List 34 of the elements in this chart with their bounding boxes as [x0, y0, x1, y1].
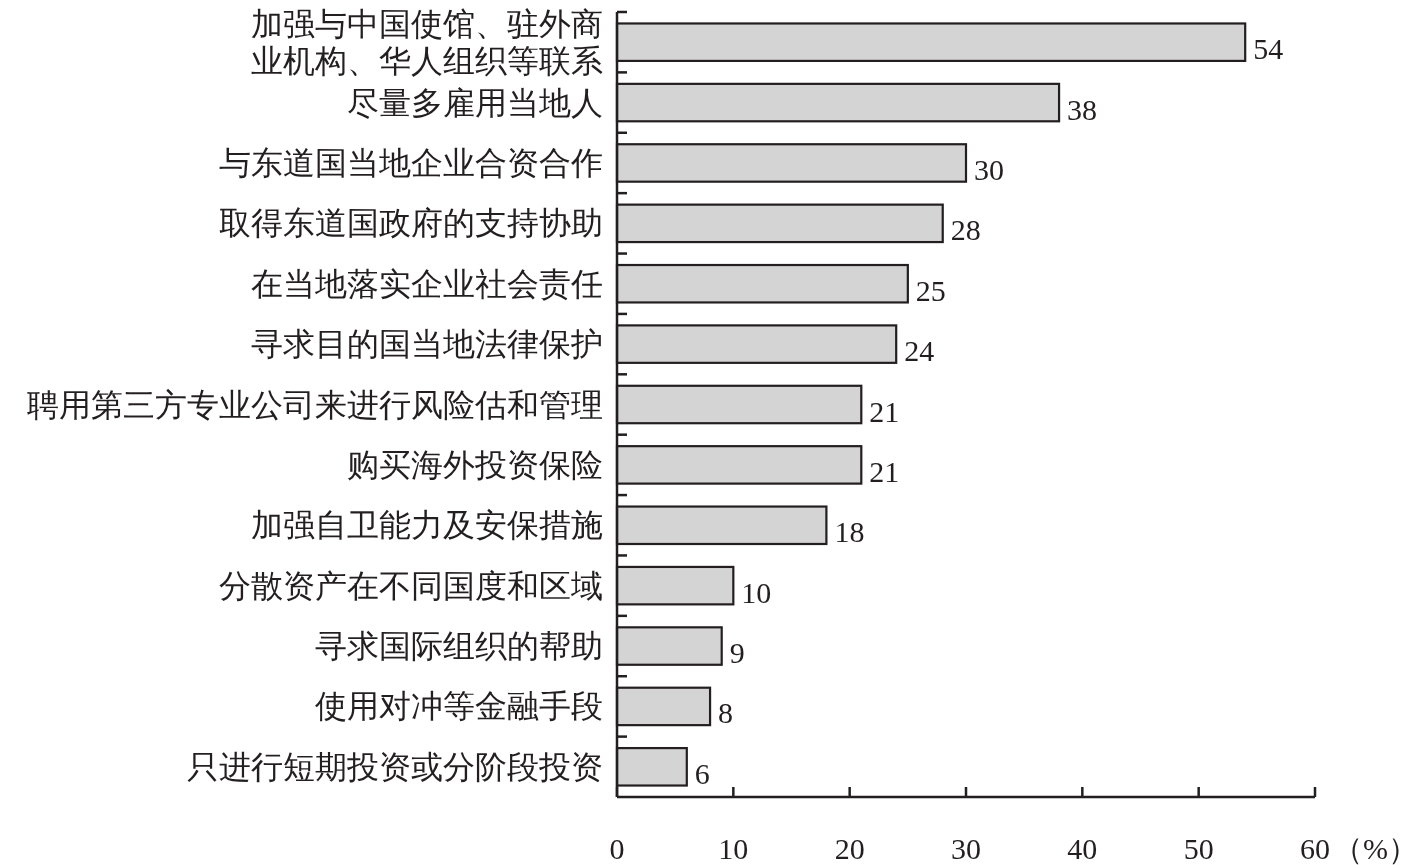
x-tick-label: 50: [1183, 832, 1214, 865]
x-axis-title: （%）: [1333, 832, 1408, 865]
x-tick-label: 10: [718, 832, 749, 865]
y-tick-label: 使用对冲等金融手段: [315, 688, 603, 725]
y-tick-label: 在当地落实企业社会责任: [251, 265, 603, 302]
data-label: 28: [950, 213, 981, 247]
y-tick-label: 加强自卫能力及安保措施: [251, 507, 603, 544]
y-tick-label: 与东道国当地企业合资合作: [219, 144, 603, 181]
data-label: 9: [729, 636, 745, 670]
data-label: 30: [974, 152, 1004, 186]
y-tick-label: 分散资产在不同国度和区域: [219, 567, 603, 604]
x-tick-label: 60: [1300, 832, 1330, 865]
data-label: 24: [904, 334, 935, 368]
y-tick-label: 加强与中国使馆、驻外商业机构、华人组织等联系: [251, 5, 603, 79]
x-tick-label: 20: [834, 832, 865, 865]
y-tick-label: 只进行短期投资或分阶段投资: [187, 748, 603, 785]
x-tick-label: 40: [1067, 832, 1098, 865]
y-tick-label: 聘用第三方专业公司来进行风险估和管理: [27, 386, 603, 423]
data-label: 10: [741, 575, 772, 609]
data-label: 25: [915, 273, 946, 307]
data-label: 8: [718, 696, 734, 730]
x-tick-label: 0: [609, 832, 625, 865]
data-label: 21: [869, 394, 900, 428]
y-tick-label: 寻求国际组织的帮助: [315, 628, 603, 665]
y-tick-label: 尽量多雇用当地人: [347, 84, 603, 121]
y-tick-label: 购买海外投资保险: [347, 446, 603, 483]
data-label: 21: [869, 454, 900, 488]
data-label: 54: [1253, 32, 1284, 66]
y-tick-label: 取得东道国政府的支持协助: [219, 205, 603, 242]
x-tick-label: 30: [951, 832, 981, 865]
y-tick-label: 寻求目的国当地法律保护: [251, 326, 603, 363]
data-label: 18: [834, 515, 865, 549]
data-label: 6: [694, 756, 710, 790]
data-label: 38: [1067, 92, 1098, 126]
